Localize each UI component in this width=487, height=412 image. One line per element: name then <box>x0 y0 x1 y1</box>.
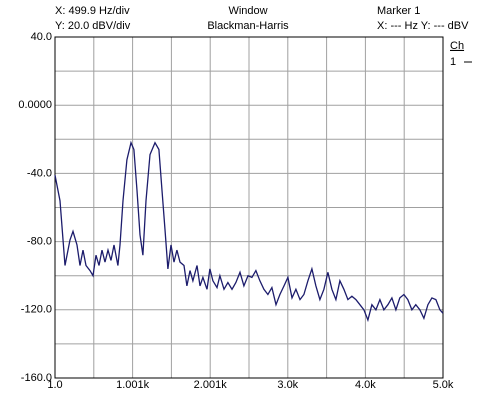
x-tick-label: 4.0k <box>355 379 376 391</box>
x-tick-label: 1.0 <box>47 379 62 391</box>
header-text: Marker 1 <box>377 5 420 17</box>
y-tick-label: -120.0 <box>21 304 52 316</box>
y-tick-label: -160.0 <box>21 372 52 384</box>
trace <box>54 140 444 323</box>
header-text: X: --- Hz Y: --- dBV <box>377 20 469 32</box>
header-text: Window <box>228 5 267 17</box>
x-tick-label: 2.001k <box>194 379 228 391</box>
y-tick-label: -80.0 <box>27 236 52 248</box>
y-tick-label: 0.0000 <box>18 99 52 111</box>
x-tick-label: 3.0k <box>277 379 298 391</box>
plot-frame <box>54 36 444 379</box>
legend-title: Ch <box>450 40 464 52</box>
header-text: Y: 20.0 dBV/div <box>55 20 131 32</box>
x-tick-label: 5.0k <box>433 379 454 391</box>
y-tick-label: 40.0 <box>31 31 52 43</box>
header-text: Blackman-Harris <box>207 20 289 32</box>
legend-label: 1 <box>450 56 456 68</box>
y-tick-label: -40.0 <box>27 167 52 179</box>
header-text: X: 499.9 Hz/div <box>55 5 130 17</box>
x-tick-label: 1.001k <box>116 379 150 391</box>
